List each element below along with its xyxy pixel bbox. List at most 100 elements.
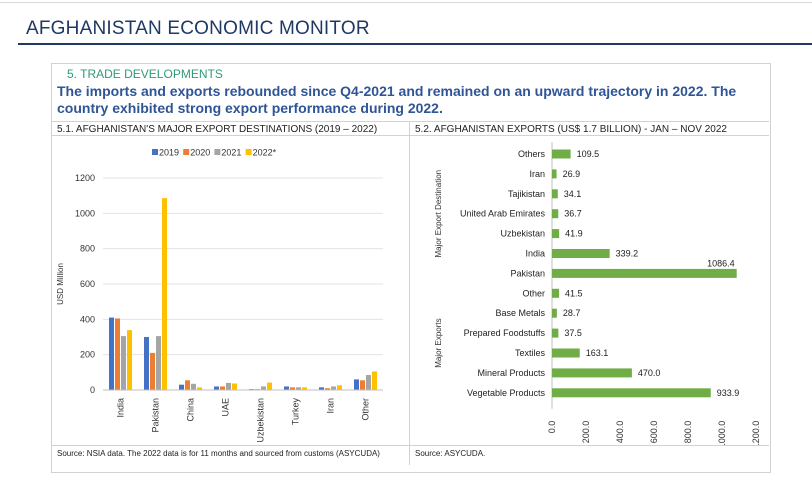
category-label: Base Metals xyxy=(495,308,545,318)
bar-turkey-2019 xyxy=(284,386,289,390)
data-label: 37.5 xyxy=(564,328,582,338)
chart2-source: Source: ASYCUDA. xyxy=(415,449,486,458)
bar-textiles xyxy=(552,348,580,358)
data-label: 339.2 xyxy=(616,249,639,259)
y-tick-label: 600 xyxy=(80,279,95,289)
bar-turkey-2021 xyxy=(296,387,301,390)
category-label: India xyxy=(525,249,545,259)
x-tick-label: 400.0 xyxy=(615,421,625,444)
chart1-title: 5.1. AFGHANISTAN'S MAJOR EXPORT DESTINAT… xyxy=(57,124,378,135)
x-tick-label: UAE xyxy=(221,398,231,417)
data-label: 28.7 xyxy=(563,308,581,318)
bar-other-2019 xyxy=(354,379,359,390)
legend-swatch xyxy=(214,149,221,155)
data-label: 34.1 xyxy=(564,189,582,199)
data-label: 26.9 xyxy=(563,169,581,179)
bar-pakistan-2022 xyxy=(162,198,167,390)
x-tick-label: Turkey xyxy=(291,398,301,426)
bar-iran-2021 xyxy=(331,386,336,390)
category-label: Iran xyxy=(529,169,545,179)
bar-other-2022 xyxy=(372,371,377,390)
legend-label: 2021 xyxy=(221,148,241,158)
category-label: Tajikistan xyxy=(508,189,545,199)
export-destinations-chart: 0 200 400 600 800 1000 1200 USD Million India Pak… xyxy=(56,148,383,443)
x-tick-label: Other xyxy=(361,398,371,421)
bar-india-2021 xyxy=(121,336,126,390)
chart1-source: Source: NSIA data. The 2022 data is for … xyxy=(57,449,380,458)
x-tick-label: China xyxy=(186,398,196,422)
bar-base-metals xyxy=(552,308,557,318)
section-title: 5. TRADE DEVELOPMENTS xyxy=(67,67,223,81)
category-label: Others xyxy=(518,149,546,159)
divider xyxy=(51,121,769,122)
bar-iran xyxy=(552,169,557,179)
lead-text: The imports and exports rebounded since … xyxy=(57,83,737,116)
x-tick-label: 200.0 xyxy=(581,421,591,444)
bar-pakistan-2020 xyxy=(150,352,155,390)
y-axis-label: USD Million xyxy=(56,263,65,305)
y-tick-label: 1200 xyxy=(75,173,95,183)
bar-india-2020 xyxy=(115,318,120,390)
bar-uzbekistan-2022 xyxy=(267,382,272,390)
bar-vegetable-products xyxy=(552,388,711,398)
data-label: 41.5 xyxy=(565,288,583,298)
data-label: 1086.4 xyxy=(707,258,735,268)
bar-pakistan-2021 xyxy=(156,336,161,390)
category-label: Pakistan xyxy=(510,268,545,278)
bar-iran-2020 xyxy=(325,388,330,390)
x-tick-label: 800.0 xyxy=(683,421,693,444)
divider xyxy=(51,445,769,446)
bar-china-2019 xyxy=(179,384,184,390)
y-tick-label: 800 xyxy=(80,244,95,254)
legend-label: 2019 xyxy=(159,148,179,158)
bar-tajikistan xyxy=(552,189,558,199)
data-label: 36.7 xyxy=(564,209,582,219)
x-tick-label: 1000.0 xyxy=(717,421,727,445)
x-tick-label: Iran xyxy=(326,398,336,414)
chart2-title: 5.2. AFGHANISTAN EXPORTS (US$ 1.7 BILLIO… xyxy=(415,124,727,135)
content-box xyxy=(51,63,771,473)
bar-india-2019 xyxy=(109,317,114,390)
x-tick-label: 1200.0 xyxy=(751,421,761,445)
x-tick-label: Pakistan xyxy=(151,398,161,433)
data-label: 470.0 xyxy=(638,368,661,378)
bar-uae-2020 xyxy=(220,386,225,390)
bar-china-2022 xyxy=(197,387,202,390)
x-tick-label: 600.0 xyxy=(649,421,659,444)
legend-swatch xyxy=(152,149,158,155)
y-tick-label: 200 xyxy=(80,350,95,360)
category-label: Vegetable Products xyxy=(467,388,546,398)
category-label: Mineral Products xyxy=(477,368,545,378)
category-label: Prepared Foodstuffs xyxy=(464,328,546,338)
data-label: 163.1 xyxy=(586,348,609,358)
x-tick-label: 0.0 xyxy=(547,421,557,434)
bar-iran-2022 xyxy=(337,385,342,390)
data-label: 933.9 xyxy=(717,388,740,398)
bar-pakistan-2019 xyxy=(144,337,149,390)
bar-uzbekistan xyxy=(552,229,560,239)
category-label: Textiles xyxy=(515,348,546,358)
top-border xyxy=(0,2,812,3)
x-tick-label: India xyxy=(116,398,126,418)
x-tick-label: Uzbekistan xyxy=(256,398,266,443)
y-tick-label: 400 xyxy=(80,314,95,324)
legend-label: 2020 xyxy=(190,148,210,158)
y-tick-label: 0 xyxy=(90,385,95,395)
group-label: Major Export Destination xyxy=(434,170,443,258)
bar-prepared-foodstuffs xyxy=(552,328,559,338)
bar-iran-2019 xyxy=(319,387,324,390)
bar-mineral-products xyxy=(552,368,632,378)
y-tick-label: 1000 xyxy=(75,208,95,218)
group-label: Major Exports xyxy=(434,318,443,367)
category-label: Other xyxy=(522,288,545,298)
bar-india-2022 xyxy=(127,330,132,390)
legend-swatch xyxy=(183,149,190,155)
bar-china-2021 xyxy=(191,383,196,390)
bar-uae-2019 xyxy=(214,386,219,390)
category-label: United Arab Emirates xyxy=(460,209,546,219)
bar-pakistan xyxy=(552,268,737,278)
data-label: 109.5 xyxy=(577,149,600,159)
legend-swatch xyxy=(245,149,252,155)
page-title: AFGHANISTAN ECONOMIC MONITOR xyxy=(26,18,370,39)
exports-breakdown-chart: 0.0 200.0 400.0 600.0 800.0 1000.0 1200.0 Other… xyxy=(434,142,761,445)
